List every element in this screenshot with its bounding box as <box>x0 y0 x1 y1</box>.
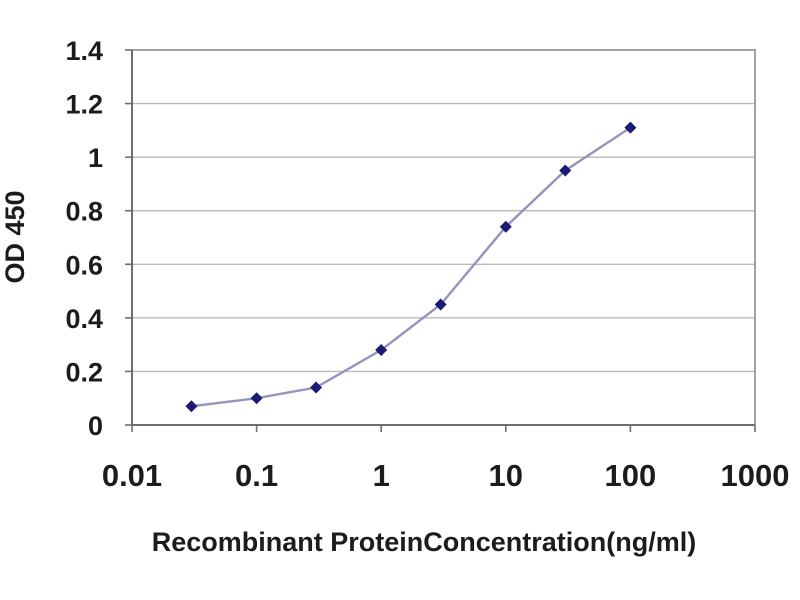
data-series-layer <box>185 121 637 413</box>
data-point-marker <box>250 392 263 405</box>
data-point-marker <box>624 121 637 134</box>
y-tick-label: 1.2 <box>65 90 103 120</box>
y-tick-label: 0.4 <box>65 304 103 334</box>
data-point-marker <box>434 298 447 311</box>
axis-layer <box>125 49 756 432</box>
data-point-marker <box>375 344 388 356</box>
x-tick-label: 0.01 <box>102 458 162 493</box>
x-tick-label: 1 <box>373 458 390 493</box>
x-tick-label: 0.1 <box>235 458 278 493</box>
y-tick-label: 0.8 <box>65 197 103 227</box>
data-point-marker <box>185 400 198 413</box>
x-axis-title: Recombinant ProteinConcentration(ng/ml) <box>152 527 697 557</box>
y-tick-label: 0.2 <box>65 357 103 387</box>
x-tick-label: 1000 <box>721 458 790 493</box>
plot-border <box>131 49 756 426</box>
y-axis-title: OD 450 <box>0 190 30 283</box>
gridline-layer <box>132 102 755 373</box>
data-point-marker <box>499 220 512 233</box>
y-tick-label: 0 <box>88 411 103 441</box>
tick-label-layer: 0 0.2 0.4 0.6 0.8 1 1.2 1.4 0.01 0.1 1 10 100 1000 <box>65 36 789 493</box>
series-line <box>191 126 632 408</box>
y-tick-label: 0.6 <box>65 250 103 280</box>
x-tick-label: 100 <box>605 458 657 493</box>
data-point-marker <box>559 164 572 177</box>
x-tick-label: 10 <box>489 458 523 493</box>
y-tick-label: 1.4 <box>65 36 103 66</box>
data-point-marker <box>310 381 323 394</box>
y-tick-label: 1 <box>88 143 103 173</box>
